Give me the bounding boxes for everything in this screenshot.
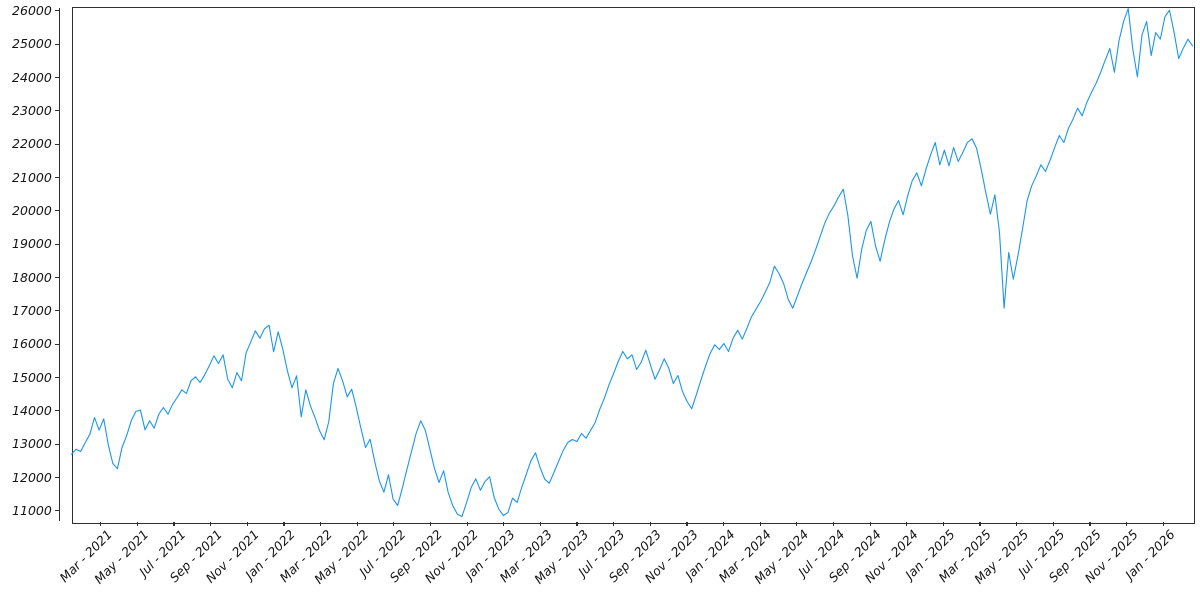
y-tick-mark — [54, 10, 59, 12]
x-tick-mark — [429, 521, 432, 526]
y-axis-tick-label: 23000 — [12, 102, 52, 118]
y-tick-mark — [54, 376, 59, 379]
y-axis-tick-label: 20000 — [12, 202, 52, 218]
y-axis-tick-label: 11000 — [12, 502, 52, 518]
y-tick-mark — [54, 210, 59, 212]
x-tick-mark — [759, 521, 761, 526]
x-tick-mark — [869, 521, 871, 526]
x-tick-mark — [1162, 521, 1164, 526]
x-tick-mark — [320, 521, 322, 526]
x-tick-mark — [576, 521, 578, 526]
y-tick-mark — [54, 76, 59, 79]
x-tick-mark — [246, 521, 248, 526]
x-tick-mark — [686, 521, 688, 526]
x-tick-mark — [503, 521, 505, 526]
y-tick-mark — [54, 110, 59, 112]
y-axis-tick-label: 14000 — [12, 402, 52, 418]
y-tick-mark — [54, 176, 59, 179]
y-tick-mark — [54, 276, 59, 279]
y-tick-mark — [54, 143, 59, 145]
y-tick-mark — [54, 476, 59, 479]
y-axis-tick-label: 19000 — [12, 236, 52, 252]
x-tick-mark — [649, 521, 651, 526]
x-tick-mark — [393, 521, 395, 526]
y-tick-mark — [54, 343, 59, 345]
x-tick-mark — [906, 521, 908, 526]
y-tick-mark — [54, 310, 59, 312]
y-axis-tick-label: 15000 — [12, 369, 52, 385]
x-tick-mark — [942, 521, 944, 526]
x-tick-mark — [1125, 521, 1128, 526]
x-tick-mark — [283, 521, 285, 526]
x-tick-mark — [466, 521, 468, 526]
x-tick-mark — [1016, 521, 1018, 526]
x-tick-mark — [1089, 521, 1091, 526]
x-tick-mark — [539, 521, 541, 526]
y-axis-tick-label: 12000 — [12, 469, 52, 485]
x-tick-mark — [613, 521, 615, 526]
y-tick-mark — [54, 43, 59, 45]
y-tick-mark — [54, 410, 59, 412]
x-tick-mark — [979, 521, 981, 526]
x-tick-mark — [173, 521, 175, 526]
x-tick-mark — [832, 521, 835, 526]
y-tick-mark — [54, 510, 59, 512]
y-axis-tick-label: 21000 — [12, 169, 52, 185]
plot-border — [71, 6, 1195, 524]
y-axis-tick-label: 18000 — [12, 269, 52, 285]
x-tick-mark — [100, 521, 102, 526]
x-tick-mark — [136, 521, 139, 526]
x-tick-mark — [210, 521, 212, 526]
y-axis-tick-label: 26000 — [12, 2, 52, 18]
x-tick-mark — [796, 521, 798, 526]
y-axis-spine — [58, 8, 60, 521]
y-axis-tick-label: 16000 — [12, 336, 52, 352]
y-tick-mark — [54, 443, 59, 445]
x-tick-mark — [356, 521, 358, 526]
x-tick-mark — [1052, 521, 1054, 526]
x-tick-mark — [722, 521, 725, 526]
y-axis-tick-label: 24000 — [12, 69, 52, 85]
y-axis-tick-label: 22000 — [12, 136, 52, 152]
y-tick-mark — [54, 243, 59, 245]
y-axis-tick-label: 25000 — [12, 36, 52, 52]
y-axis-tick-label: 13000 — [12, 436, 52, 452]
y-axis-tick-label: 17000 — [12, 302, 52, 318]
